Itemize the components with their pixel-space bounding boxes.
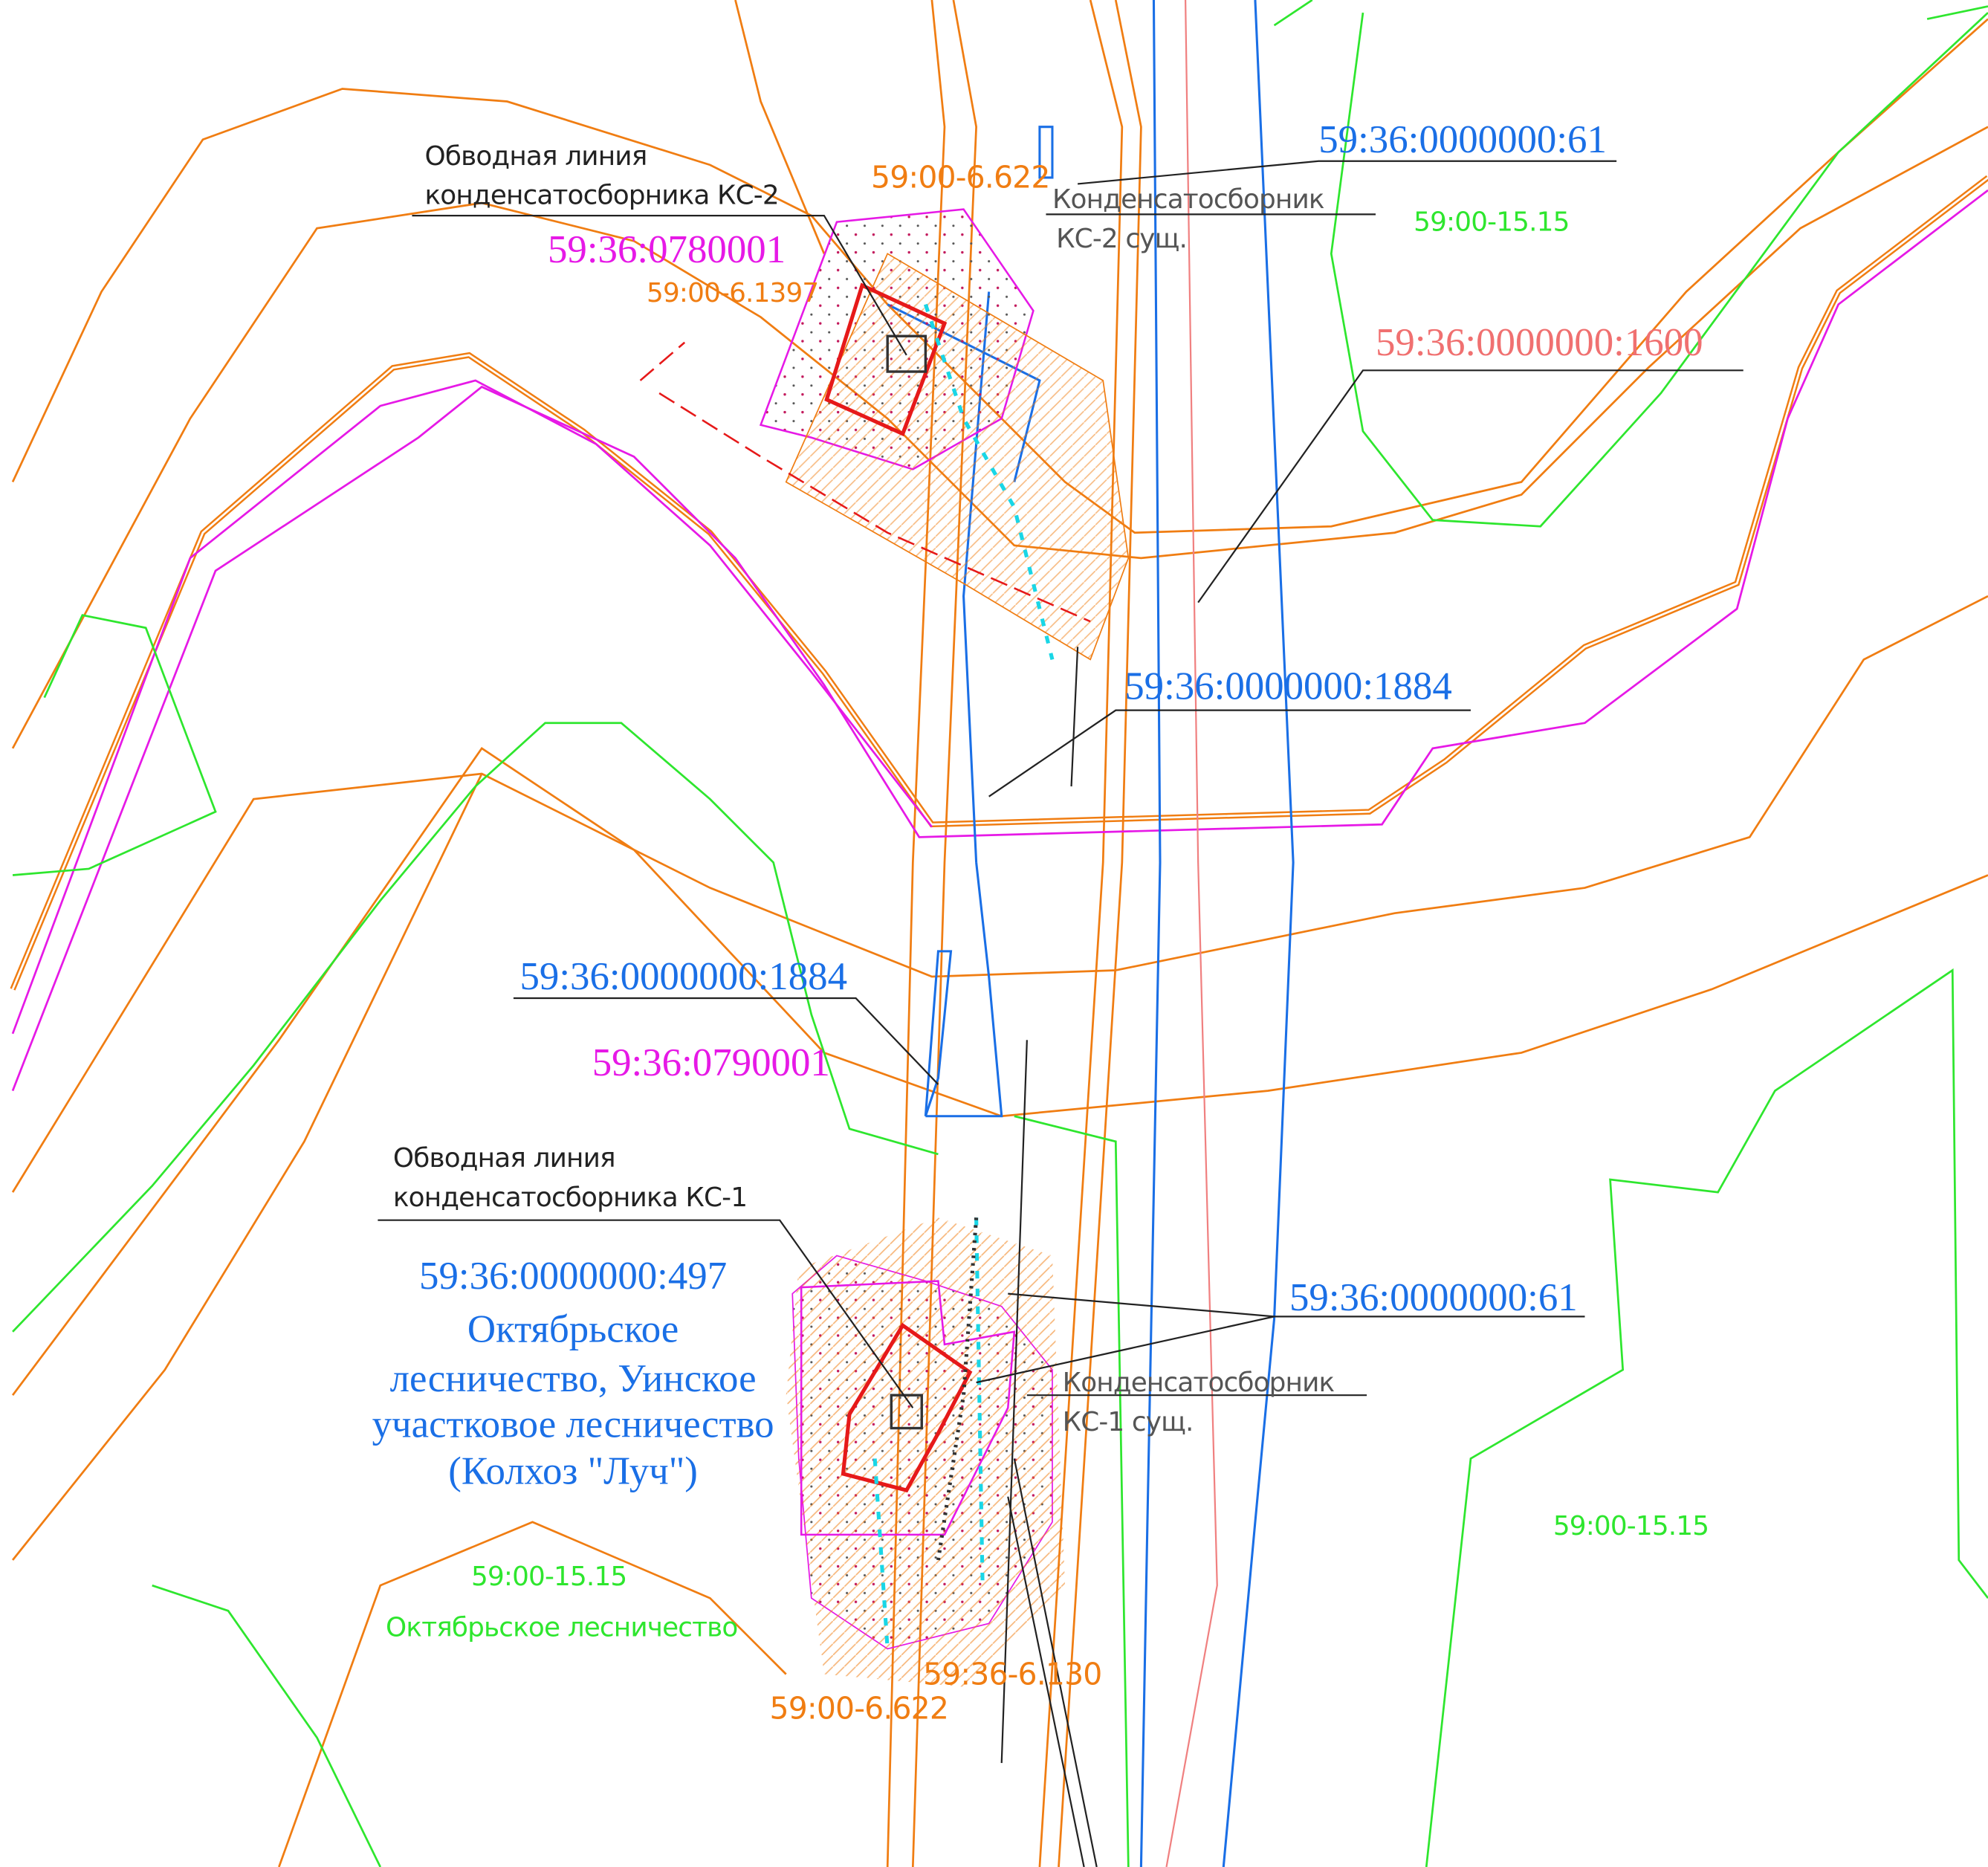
- label: 59:36:0000000:497: [419, 1255, 727, 1298]
- page: Map html,body{margin:0;padding:0;backgro…: [0, 0, 1988, 1867]
- label: КС-2 сущ.: [1056, 224, 1187, 254]
- label: (Колхоз "Луч"): [448, 1450, 698, 1493]
- page-body: {"labels":[ {"lines":["Обводная линия","…: [0, 0, 1988, 1867]
- label: 59:36:0000000:61: [1289, 1276, 1578, 1319]
- label: Обводная линия: [393, 1143, 615, 1174]
- label: Конденсатосборник: [1052, 184, 1324, 215]
- label: 59:00-6.1397: [647, 278, 818, 308]
- label: 59:36:0000000:61: [1318, 118, 1607, 161]
- label: Конденсатосборник: [1063, 1368, 1335, 1398]
- label: 59:00-15.15: [1553, 1511, 1709, 1541]
- label: 59:00-15.15: [1414, 207, 1569, 238]
- label: лесничество, Уинское: [390, 1357, 757, 1400]
- map: Обводная линия конденсатосборника КС-2 5…: [0, 0, 1988, 1867]
- label: Октябрьское: [467, 1307, 679, 1350]
- label: 59:36:0780001: [548, 228, 786, 271]
- label: 59:36-6.130: [923, 1656, 1102, 1692]
- label: 59:36:0000000:1884: [519, 955, 847, 998]
- label: 59:36:0000000:1884: [1124, 664, 1452, 708]
- label: конденсатосборника КС-1: [393, 1182, 747, 1213]
- label: Октябрьское лесничество: [386, 1612, 737, 1643]
- label: конденсатосборника КС-2: [425, 181, 779, 211]
- label: 59:36:0000000:1600: [1376, 321, 1703, 364]
- label: КС-1 сущ.: [1063, 1407, 1194, 1437]
- label: 59:36:0790001: [592, 1041, 830, 1084]
- label: 59:00-6.622: [770, 1690, 949, 1726]
- label: участковое лесничество: [372, 1402, 774, 1446]
- label: 59:00-6.622: [871, 160, 1050, 195]
- label: 59:00-15.15: [471, 1562, 626, 1592]
- label: Обводная линия: [425, 141, 647, 172]
